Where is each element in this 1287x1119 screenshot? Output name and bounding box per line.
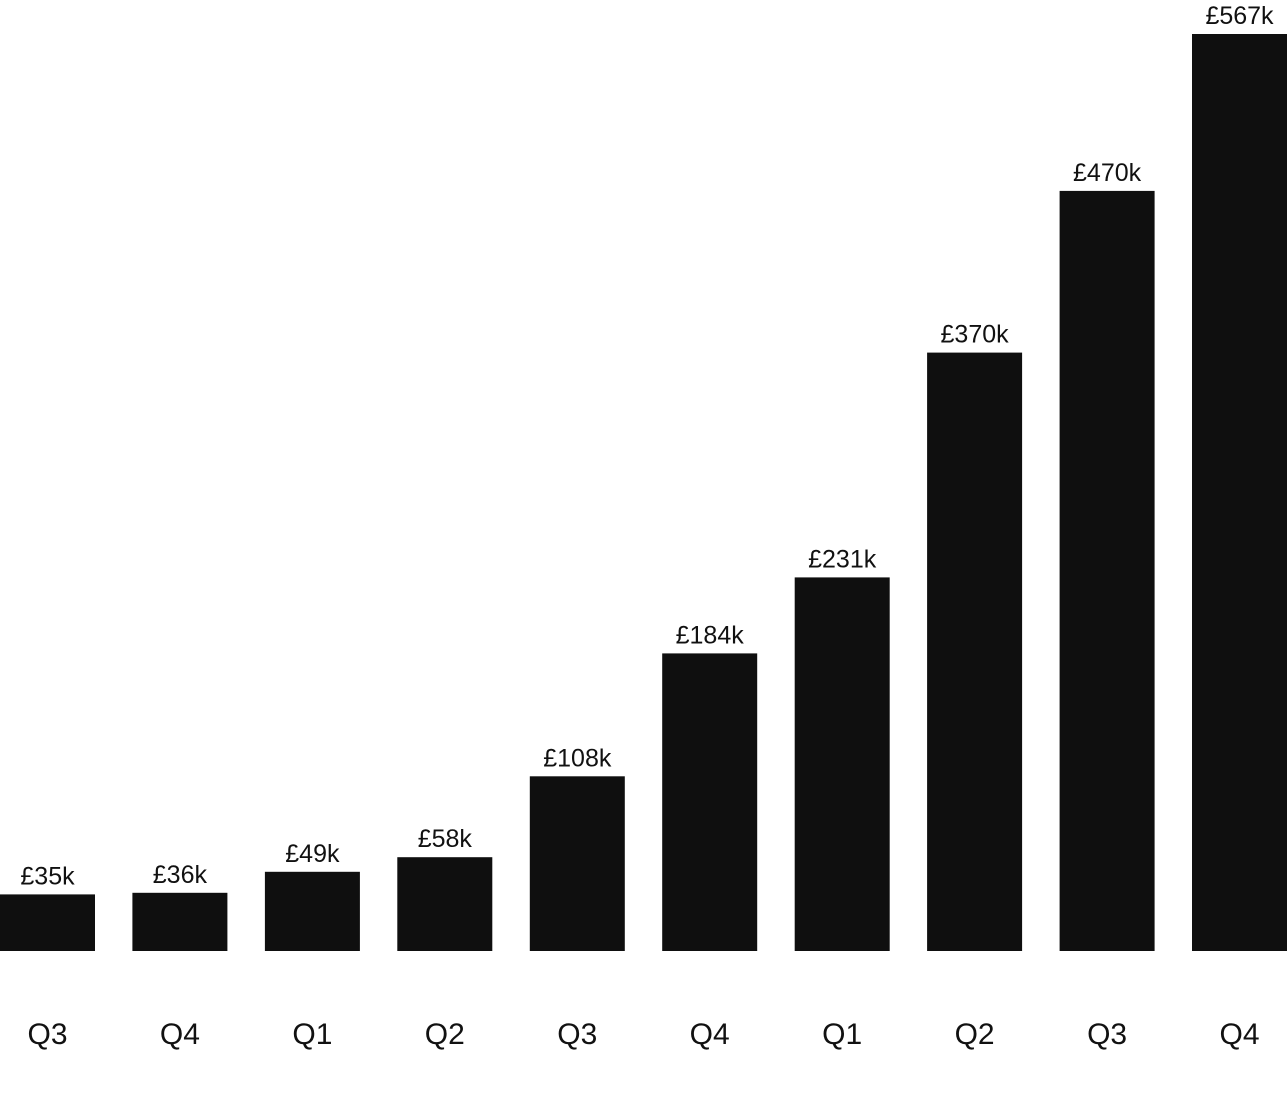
data-label-7: £231k xyxy=(808,545,877,573)
data-label-4: £58k xyxy=(418,825,473,853)
bar-1 xyxy=(0,894,95,951)
bar-8 xyxy=(927,352,1023,952)
bar-10 xyxy=(1192,34,1287,951)
data-label-6: £184k xyxy=(676,621,745,649)
x-tick-label-9: Q3 xyxy=(1087,1018,1127,1051)
data-label-5: £108k xyxy=(543,744,612,772)
data-label-1: £35k xyxy=(20,862,75,890)
bar-9 xyxy=(1059,190,1155,951)
data-label-10: £567k xyxy=(1205,2,1274,30)
bar-3 xyxy=(264,871,360,951)
bar-4 xyxy=(397,857,493,951)
data-label-8: £370k xyxy=(941,321,1010,349)
x-tick-label-4: Q2 xyxy=(425,1018,465,1051)
data-label-3: £49k xyxy=(285,840,340,868)
data-label-2: £36k xyxy=(153,861,208,889)
x-tick-label-10: Q4 xyxy=(1219,1018,1259,1051)
bar-7 xyxy=(794,577,890,951)
x-axis-ticks-group: Q3 Q4 Q1 Q2 Q3 Q4 Q1 Q2 Q3 Q4 xyxy=(27,1018,1259,1051)
x-tick-label-3: Q1 xyxy=(292,1018,332,1051)
x-tick-label-8: Q2 xyxy=(955,1018,995,1051)
x-tick-label-5: Q3 xyxy=(557,1018,597,1051)
bar-2 xyxy=(132,892,228,951)
bars-group xyxy=(0,34,1287,952)
bar-6 xyxy=(662,653,758,951)
bar-5 xyxy=(529,776,625,951)
data-label-9: £470k xyxy=(1073,159,1142,187)
x-tick-label-2: Q4 xyxy=(160,1018,200,1051)
x-tick-label-6: Q4 xyxy=(690,1018,730,1051)
x-tick-label-1: Q3 xyxy=(27,1018,67,1051)
x-tick-label-7: Q1 xyxy=(822,1018,862,1051)
data-labels-group: £35k £36k £49k £58k £108k £184k £231k £370k £470… xyxy=(20,2,1274,890)
